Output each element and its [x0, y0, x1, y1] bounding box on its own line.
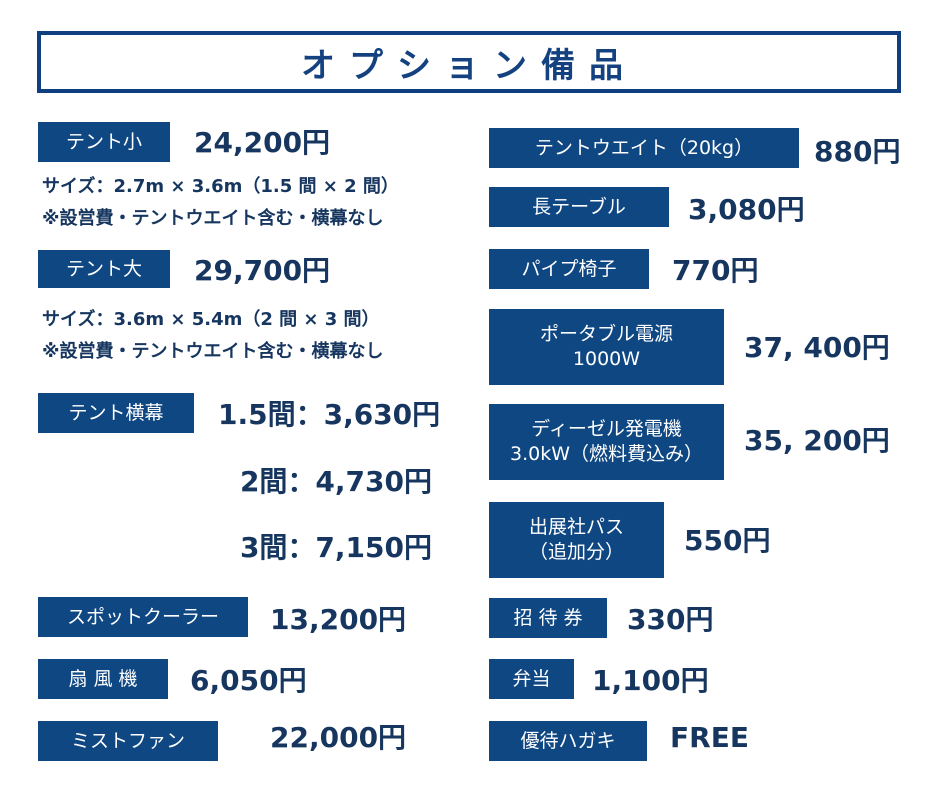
- mist-fan-price: 22,000円: [270, 721, 407, 754]
- invitation-price: 330円: [627, 603, 714, 636]
- pipe-chair-label: パイプ椅子: [489, 249, 649, 289]
- diesel-gen-label: ディーゼル発電機 3.0kW（燃料費込み）: [489, 404, 724, 480]
- mist-fan-label: ミストファン: [38, 721, 218, 761]
- page-title: オプション備品: [301, 45, 637, 86]
- tent-large-label: テント大: [38, 250, 170, 288]
- long-table-label: 長テーブル: [489, 187, 669, 227]
- tent-side-price-3: 3間：7,150円: [239, 531, 432, 564]
- pipe-chair-price: 770円: [672, 254, 759, 287]
- exhibitor-pass-price: 550円: [684, 524, 771, 557]
- tent-small-price: 24,200円: [194, 126, 331, 159]
- postcard-label: 優待ハガキ: [489, 721, 647, 761]
- spot-cooler-price: 13,200円: [270, 603, 407, 636]
- bento-price: 1,100円: [592, 664, 709, 697]
- tent-small-note: ※設営費・テントウエイト含む・横幕なし: [42, 208, 384, 229]
- postcard-price: FREE: [670, 721, 749, 754]
- tent-large-price: 29,700円: [194, 254, 331, 287]
- diesel-gen-price: 35, 200円: [744, 424, 890, 457]
- portable-power-label-line1: ポータブル電源: [539, 323, 673, 346]
- tent-side-price-2: 2間：4,730円: [239, 465, 432, 498]
- title-box: オプション備品: [37, 31, 901, 93]
- diesel-gen-label-line1: ディーゼル発電機: [531, 418, 682, 441]
- invitation-label: 招 待 券: [489, 598, 607, 638]
- diesel-gen-label-line2: 3.0kW（燃料費込み）: [509, 443, 703, 465]
- tent-weight-label: テントウエイト（20kg）: [489, 128, 799, 168]
- exhibitor-pass-label-line1: 出展社パス: [528, 516, 624, 539]
- long-table-price: 3,080円: [688, 193, 805, 226]
- tent-large-size: サイズ：3.6m × 5.4m（2 間 × 3 間）: [42, 309, 380, 330]
- exhibitor-pass-label: 出展社パス （追加分）: [489, 502, 664, 578]
- tent-side-price-1: 1.5間：3,630円: [218, 398, 441, 431]
- bento-label: 弁当: [489, 659, 574, 699]
- tent-weight-price: 880円: [814, 135, 901, 168]
- portable-power-label: ポータブル電源 1000W: [489, 309, 724, 385]
- tent-side-label: テント横幕: [38, 393, 194, 433]
- fan-price: 6,050円: [190, 664, 307, 697]
- tent-large-note: ※設営費・テントウエイト含む・横幕なし: [42, 341, 384, 362]
- exhibitor-pass-label-line2: （追加分）: [528, 541, 624, 563]
- tent-small-label: テント小: [38, 122, 170, 162]
- fan-label: 扇 風 機: [38, 659, 168, 699]
- spot-cooler-label: スポットクーラー: [38, 597, 248, 637]
- portable-power-label-line2: 1000W: [572, 348, 641, 370]
- portable-power-price: 37, 400円: [744, 331, 890, 364]
- tent-small-size: サイズ：2.7m × 3.6m（1.5 間 × 2 間）: [42, 176, 399, 197]
